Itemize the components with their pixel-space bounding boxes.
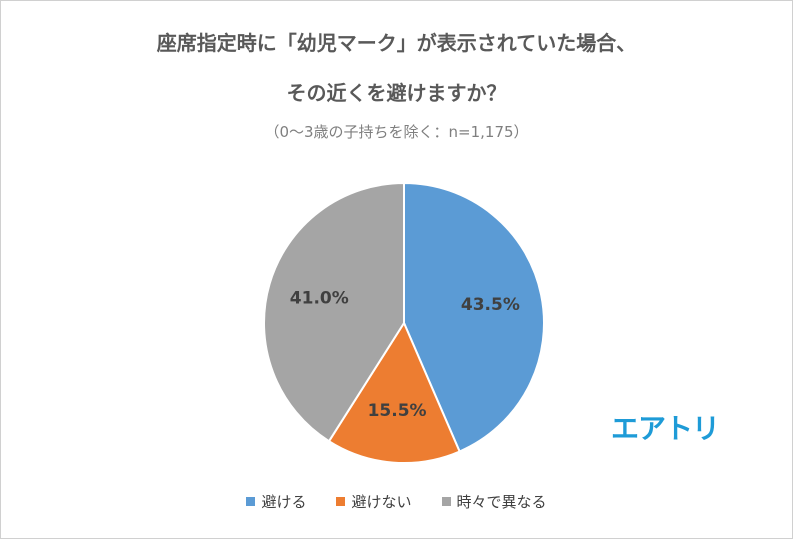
- legend-label-not-avoid: 避けない: [351, 493, 412, 511]
- data-label-not-avoid: 15.5%: [368, 401, 427, 421]
- data-label-depends: 41.0%: [290, 288, 349, 308]
- chart-title-line1: 座席指定時に「幼児マーク」が表示されていた場合、: [156, 31, 637, 55]
- legend-swatch-avoid: [246, 497, 256, 506]
- slice-not-avoid: [327, 320, 461, 464]
- slice-avoid: [403, 181, 545, 453]
- legend-swatch-not-avoid: [336, 497, 346, 506]
- data-label-avoid: 43.5%: [461, 295, 520, 315]
- legend-item-depends: 時々で異なる: [441, 491, 547, 512]
- legend-swatch-depends: [441, 497, 451, 506]
- legend: 避ける 避けない 時々で異なる: [0, 491, 793, 512]
- airtrip-logo: エアトリ: [611, 412, 720, 445]
- legend-label-depends: 時々で異なる: [456, 493, 547, 511]
- legend-item-avoid: 避ける: [246, 491, 306, 512]
- slice-depends: [263, 181, 405, 443]
- legend-label-avoid: 避ける: [261, 493, 307, 511]
- chart-subtitle: （0～3歳の子持ちを除く：n=1,175）: [264, 123, 529, 141]
- legend-item-not-avoid: 避けない: [336, 491, 412, 512]
- chart-title-line2: その近くを避けますか？: [286, 81, 507, 105]
